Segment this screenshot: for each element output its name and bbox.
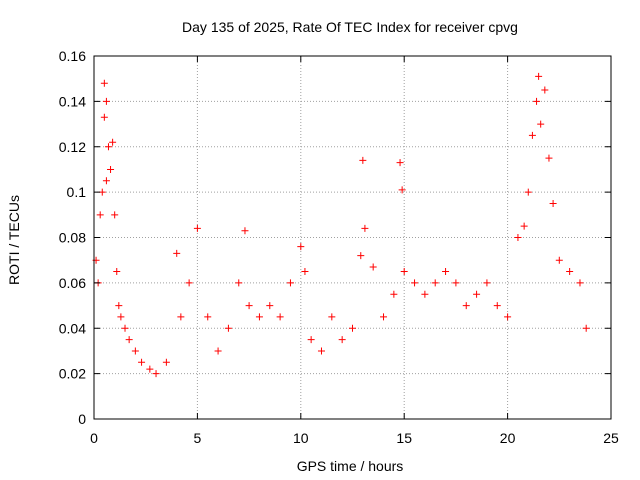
data-point bbox=[349, 324, 356, 332]
data-point bbox=[102, 97, 110, 105]
data-point bbox=[224, 324, 232, 332]
data-point bbox=[545, 154, 553, 162]
data-point bbox=[328, 313, 336, 321]
y-tick-label: 0.08 bbox=[59, 230, 86, 246]
data-point bbox=[549, 199, 557, 207]
data-point bbox=[100, 113, 108, 121]
data-point bbox=[96, 211, 104, 219]
data-point bbox=[115, 302, 123, 310]
grid-lines bbox=[94, 56, 611, 419]
data-point bbox=[162, 358, 170, 366]
data-point bbox=[113, 268, 121, 276]
axis-ticks: 0 0.02 0.04 0.06 0.08 0.1 0.12 0.14 0.16 0 5 10 15 20… bbox=[59, 48, 619, 446]
y-tick-label: 0.14 bbox=[59, 93, 86, 109]
data-point bbox=[109, 138, 117, 146]
y-tick-label: 0.16 bbox=[59, 48, 86, 64]
data-point bbox=[483, 279, 491, 287]
data-point bbox=[301, 268, 309, 276]
data-points bbox=[92, 72, 590, 378]
data-point bbox=[317, 347, 325, 355]
data-point bbox=[369, 263, 377, 271]
data-point bbox=[411, 279, 419, 287]
data-point bbox=[338, 336, 346, 344]
data-point bbox=[462, 302, 470, 310]
data-point bbox=[357, 252, 365, 260]
data-point bbox=[555, 256, 563, 264]
data-point bbox=[535, 72, 543, 80]
data-point bbox=[204, 313, 212, 321]
data-point bbox=[111, 211, 119, 219]
data-point bbox=[286, 279, 294, 287]
data-point bbox=[528, 131, 536, 139]
data-point bbox=[241, 227, 249, 235]
data-point bbox=[117, 313, 125, 321]
y-tick-label: 0 bbox=[78, 411, 86, 427]
data-point bbox=[100, 79, 108, 87]
data-point bbox=[537, 120, 545, 128]
data-point bbox=[390, 290, 398, 298]
data-point bbox=[359, 156, 367, 164]
data-point bbox=[138, 358, 146, 366]
data-point bbox=[276, 313, 284, 321]
data-point bbox=[398, 186, 406, 194]
data-point bbox=[185, 279, 193, 287]
data-point bbox=[504, 313, 512, 321]
data-point bbox=[524, 188, 532, 196]
data-point bbox=[520, 222, 528, 230]
data-point bbox=[442, 268, 450, 276]
data-point bbox=[214, 347, 222, 355]
data-point bbox=[400, 268, 408, 276]
data-point bbox=[131, 347, 139, 355]
data-point bbox=[361, 224, 369, 232]
data-point bbox=[177, 313, 185, 321]
data-point bbox=[582, 324, 590, 332]
data-point bbox=[173, 249, 181, 257]
data-point bbox=[566, 268, 574, 276]
data-point bbox=[421, 290, 429, 298]
data-point bbox=[193, 224, 201, 232]
x-tick-label: 15 bbox=[396, 430, 412, 446]
data-point bbox=[125, 336, 133, 344]
data-point bbox=[396, 159, 404, 167]
data-point bbox=[452, 279, 460, 287]
data-point bbox=[266, 302, 274, 310]
y-axis-title: ROTI / TECUs bbox=[6, 195, 22, 285]
x-tick-label: 10 bbox=[293, 430, 309, 446]
data-point bbox=[493, 302, 501, 310]
data-point bbox=[533, 97, 541, 105]
data-point bbox=[146, 365, 154, 373]
x-axis-title: GPS time / hours bbox=[297, 458, 404, 474]
data-point bbox=[235, 279, 243, 287]
data-point bbox=[255, 313, 263, 321]
x-tick-label: 0 bbox=[90, 430, 98, 446]
y-tick-label: 0.04 bbox=[59, 320, 86, 336]
data-point bbox=[473, 290, 481, 298]
data-point bbox=[121, 324, 129, 332]
data-point bbox=[245, 302, 253, 310]
data-point bbox=[380, 313, 388, 321]
data-point bbox=[541, 86, 549, 94]
y-tick-label: 0.1 bbox=[67, 184, 87, 200]
x-tick-label: 25 bbox=[603, 430, 619, 446]
x-tick-label: 20 bbox=[500, 430, 516, 446]
y-tick-label: 0.06 bbox=[59, 275, 86, 291]
y-tick-label: 0.02 bbox=[59, 366, 86, 382]
chart-title: Day 135 of 2025, Rate Of TEC Index for r… bbox=[182, 19, 518, 35]
data-point bbox=[104, 143, 112, 151]
data-point bbox=[152, 370, 160, 378]
y-tick-label: 0.12 bbox=[59, 139, 86, 155]
data-point bbox=[107, 165, 115, 173]
data-point bbox=[297, 243, 305, 251]
data-point bbox=[576, 279, 584, 287]
data-point bbox=[102, 177, 110, 185]
data-point bbox=[514, 234, 522, 241]
x-tick-label: 5 bbox=[194, 430, 202, 446]
data-point bbox=[307, 336, 315, 344]
data-point bbox=[431, 279, 439, 287]
